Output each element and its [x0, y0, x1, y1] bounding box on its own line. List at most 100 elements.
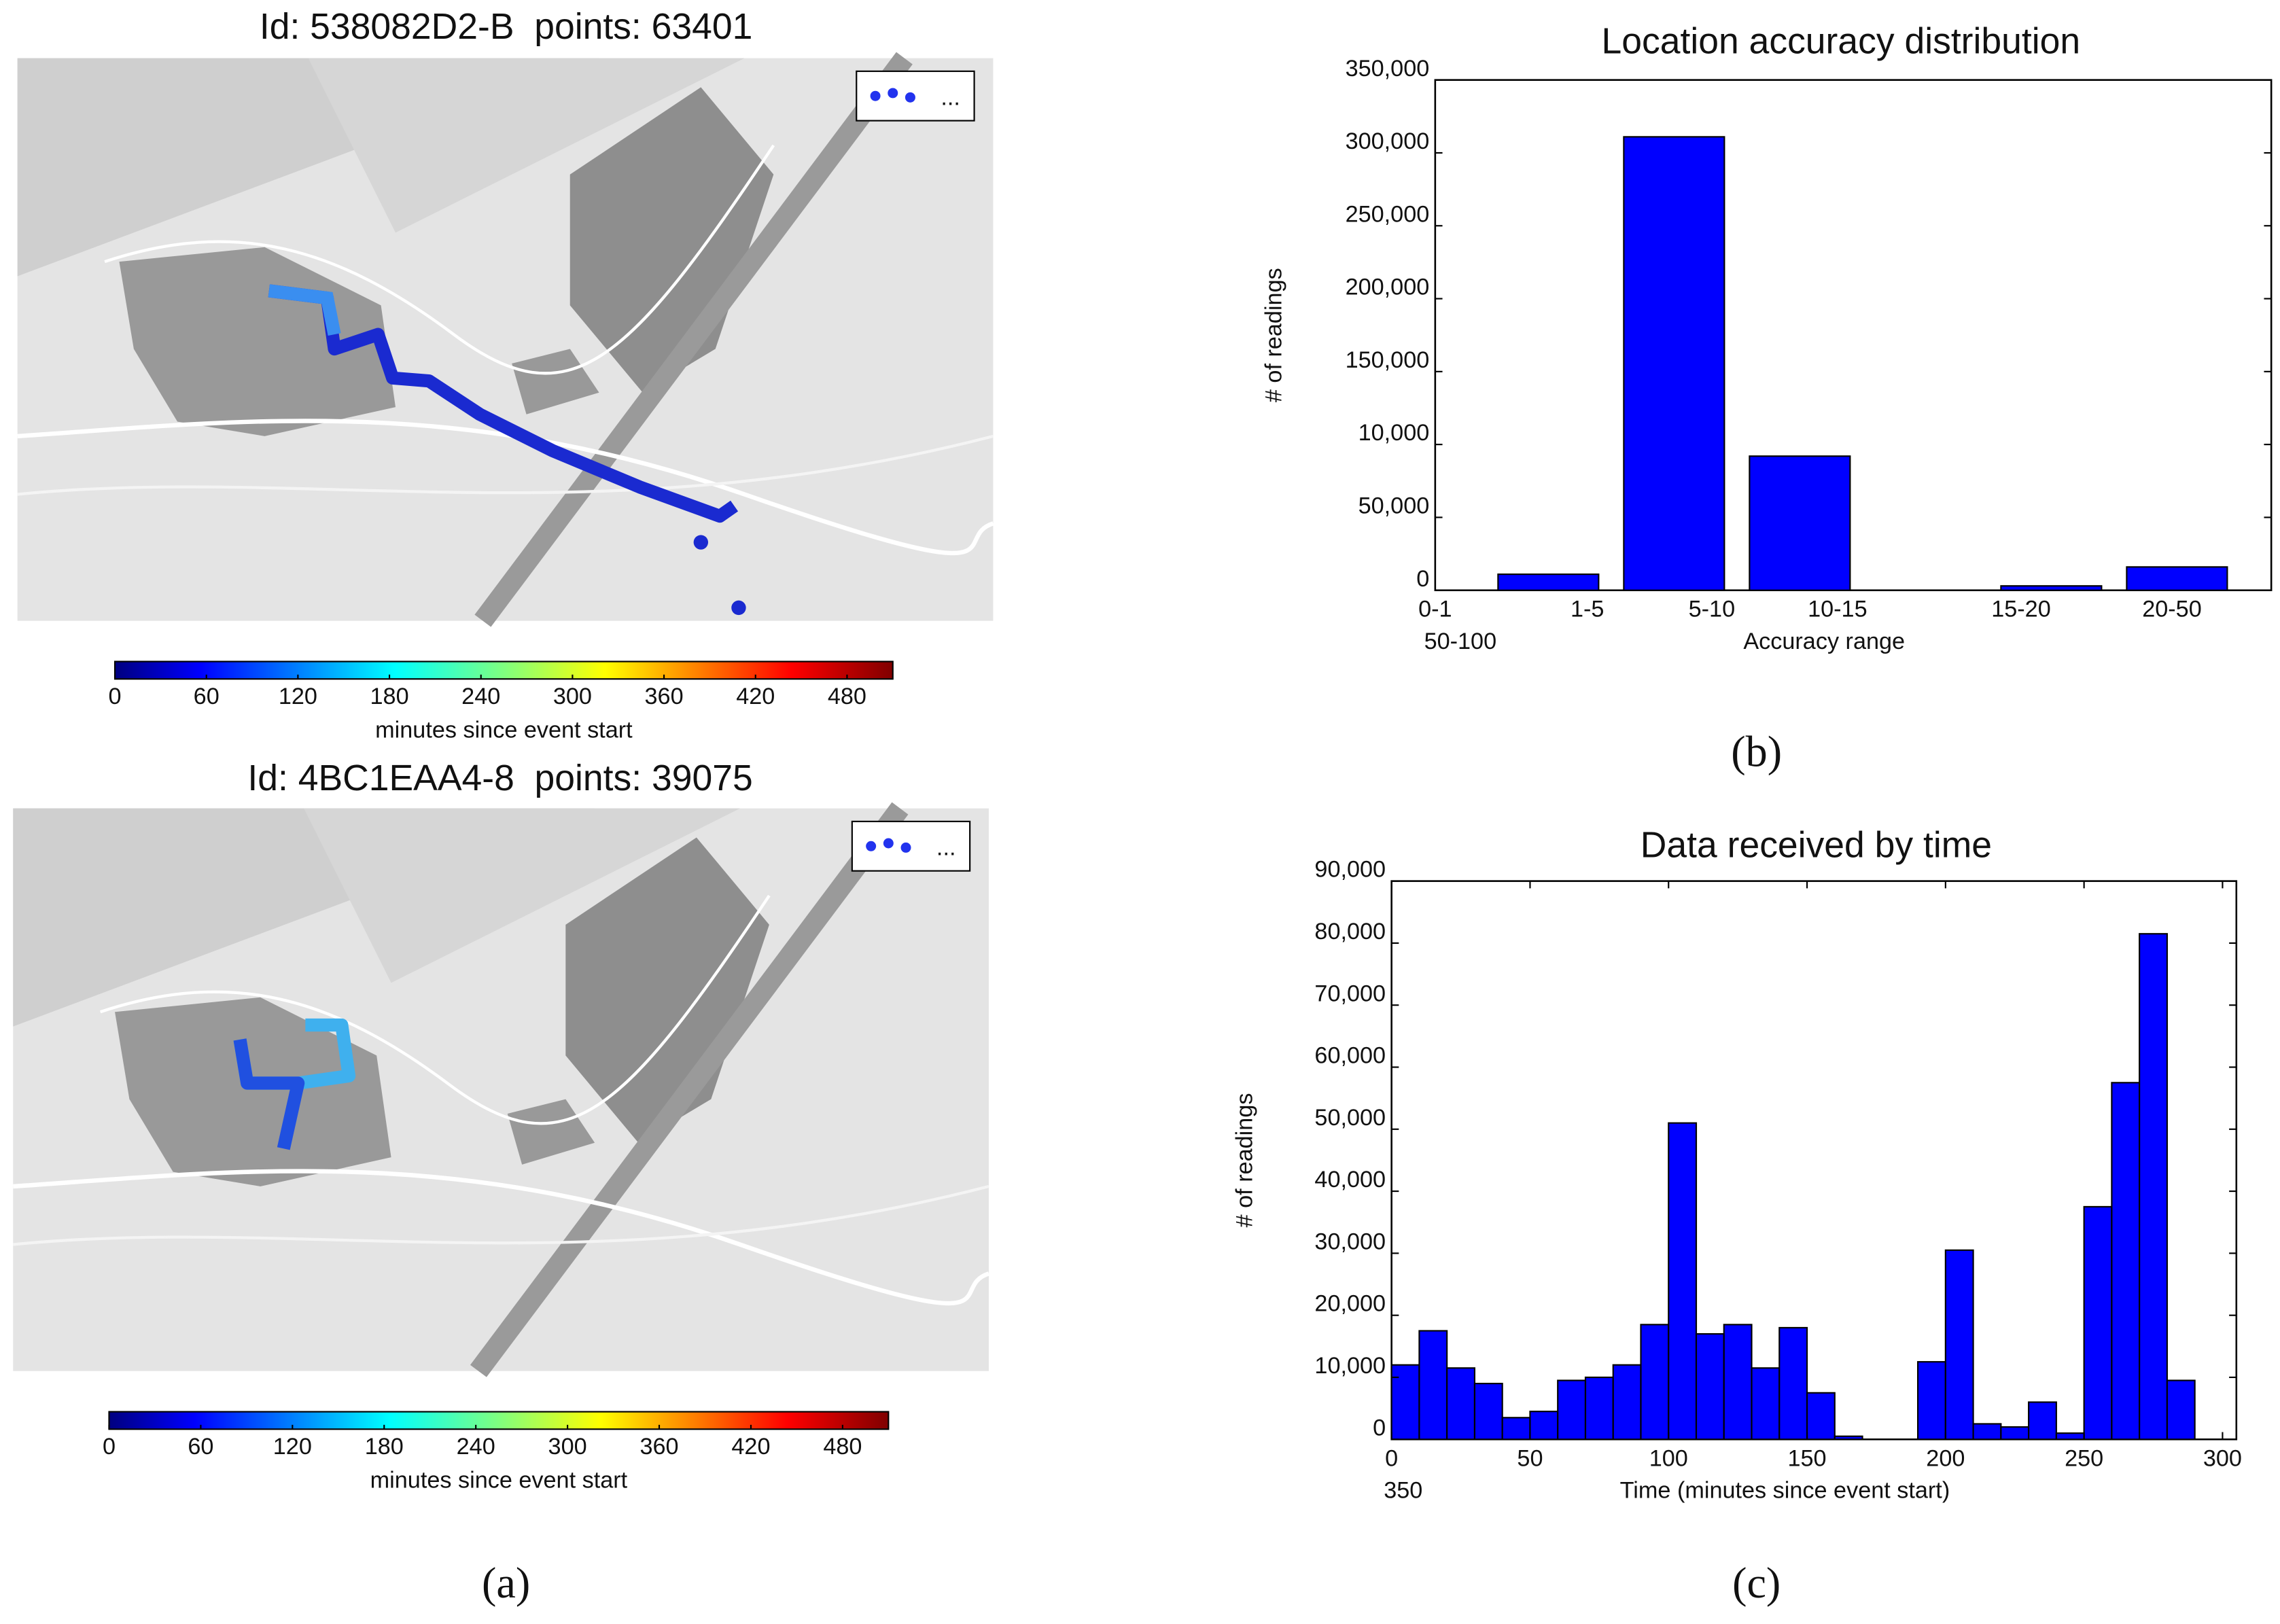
chart-title: Data received by time [1641, 826, 1992, 866]
bar [1390, 1364, 1420, 1441]
panel-label: (b) [1731, 727, 1782, 775]
colorbar-tick-label: 360 [645, 684, 684, 709]
x-tick-label: 150 [1787, 1445, 1826, 1471]
x-tick-label: 100 [1649, 1445, 1688, 1471]
y-tick-label: 300,000 [1346, 128, 1430, 154]
colorbar-tick-label: 180 [365, 1434, 404, 1460]
y-tick-label: 0 [1373, 1415, 1386, 1441]
y-tick-label: 0 [1416, 566, 1429, 592]
x-tick-label: 0-1 [1418, 597, 1452, 622]
bar [2126, 566, 2228, 591]
bar [1529, 1411, 1559, 1441]
colorbar-tick-label: 420 [736, 684, 775, 709]
x-tick-label: 0 [1385, 1445, 1398, 1471]
x-axis-label: Time (minutes since event start) [1620, 1477, 1950, 1503]
x-tick-label: 50-100 [1424, 629, 1497, 654]
bar [1640, 1324, 1670, 1441]
bar [1751, 1367, 1781, 1441]
map-title: Id: 4BC1EAA4-8 points: 39075 [247, 758, 752, 798]
x-tick-label: 10-15 [1808, 597, 1867, 622]
bar [2083, 1205, 2113, 1441]
y-tick-label: 150,000 [1346, 347, 1430, 373]
colorbar-tick-label: 120 [273, 1434, 312, 1460]
colorbar-label: minutes since event start [370, 1467, 628, 1493]
bar [1778, 1326, 1808, 1441]
colorbar-tick-label: 60 [194, 684, 220, 709]
y-tick-label: 10,000 [1314, 1353, 1386, 1379]
colorbar-tick-label: 0 [109, 684, 122, 709]
x-tick-label: 200 [1926, 1445, 1965, 1471]
map-1: ... [18, 58, 994, 621]
colorbar-tick-label: 60 [188, 1434, 213, 1460]
y-tick-label: 50,000 [1314, 1105, 1386, 1131]
x-tick-label: 20-50 [2142, 597, 2202, 622]
x-tick-label: 50 [1517, 1445, 1543, 1471]
bar [2055, 1432, 2085, 1441]
bar [2166, 1379, 2196, 1441]
bar [1806, 1392, 1836, 1441]
bar [1668, 1122, 1698, 1441]
y-axis-label: # of readings [1232, 1093, 1258, 1228]
bar [1557, 1379, 1587, 1441]
chart-title: Location accuracy distribution [1602, 21, 2081, 61]
x-tick-label: 300 [2203, 1445, 2242, 1471]
colorbar [108, 1411, 890, 1430]
y-tick-label: 250,000 [1346, 201, 1430, 227]
bar [1501, 1417, 1531, 1441]
bar [1584, 1376, 1614, 1441]
colorbar-tick-label: 480 [828, 684, 866, 709]
bar [1749, 455, 1851, 591]
bar [1623, 136, 1725, 591]
y-tick-label: 200,000 [1346, 275, 1430, 300]
y-tick-label: 80,000 [1314, 919, 1386, 945]
bar [1834, 1435, 1863, 1441]
y-tick-label: 20,000 [1314, 1291, 1386, 1317]
panel-label: (c) [1732, 1559, 1781, 1607]
colorbar-tick-label: 0 [103, 1434, 116, 1460]
y-tick-label: 60,000 [1314, 1043, 1386, 1069]
y-tick-label: 30,000 [1314, 1229, 1386, 1254]
y-tick-label: 40,000 [1314, 1167, 1386, 1193]
bar [1972, 1423, 2002, 1441]
bar [1612, 1364, 1642, 1441]
bar [1446, 1367, 1476, 1441]
bar [1473, 1383, 1503, 1441]
x-tick-label: 1-5 [1571, 597, 1604, 622]
y-tick-label: 350,000 [1346, 56, 1430, 82]
colorbar [113, 660, 894, 680]
bar [2028, 1401, 2057, 1441]
y-tick-label: 10,000 [1358, 420, 1430, 446]
bar [1695, 1332, 1725, 1441]
x-tick-label: 250 [2065, 1445, 2103, 1471]
colorbar-tick-label: 240 [461, 684, 500, 709]
x-tick-label: 350 [1384, 1477, 1422, 1503]
bar [1917, 1361, 1946, 1441]
bar [1418, 1330, 1448, 1441]
colorbar-tick-label: 240 [457, 1434, 495, 1460]
y-tick-label: 50,000 [1358, 493, 1430, 518]
colorbar-tick-label: 360 [639, 1434, 678, 1460]
legend-label: ... [936, 835, 956, 861]
panel-label: (a) [482, 1559, 530, 1607]
colorbar-tick-label: 480 [823, 1434, 862, 1460]
plot-frame [1434, 79, 2273, 591]
map-2: ... [13, 809, 989, 1371]
bar [2000, 585, 2103, 591]
bar [2000, 1426, 2030, 1441]
colorbar-label: minutes since event start [375, 717, 633, 743]
x-axis-label: Accuracy range [1743, 629, 1905, 654]
legend-label: ... [941, 85, 960, 111]
colorbar-tick-label: 420 [731, 1434, 770, 1460]
x-tick-label: 15-20 [1991, 597, 2051, 622]
bar [2139, 933, 2168, 1441]
bar [1944, 1249, 1974, 1441]
colorbar-tick-label: 180 [370, 684, 409, 709]
colorbar-tick-label: 120 [279, 684, 317, 709]
y-tick-label: 70,000 [1314, 981, 1386, 1006]
y-tick-label: 90,000 [1314, 857, 1386, 883]
x-tick-label: 5-10 [1689, 597, 1736, 622]
map-title: Id: 538082D2-B points: 63401 [260, 7, 753, 47]
y-axis-label: # of readings [1261, 268, 1287, 402]
bar [1723, 1324, 1753, 1441]
bar [1497, 573, 1600, 591]
